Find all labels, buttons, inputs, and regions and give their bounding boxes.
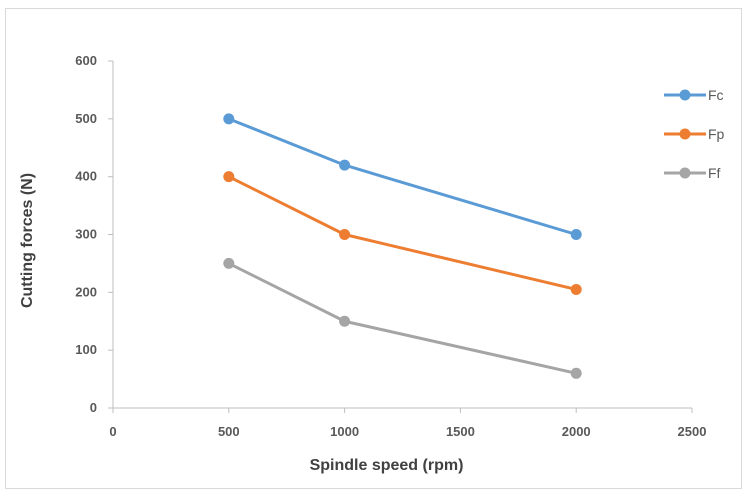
y-tick-label: 400 bbox=[75, 169, 97, 184]
data-point-ff bbox=[223, 257, 235, 269]
y-tick-label: 100 bbox=[75, 342, 97, 357]
legend-marker-fc bbox=[679, 89, 691, 101]
y-tick-label: 0 bbox=[90, 400, 97, 415]
x-axis-ticks: 0 500 1000 1500 2000 2500 bbox=[109, 408, 706, 439]
data-point-fc bbox=[339, 159, 351, 171]
data-point-ff bbox=[339, 315, 351, 327]
series-layer bbox=[223, 113, 582, 379]
x-tick-label: 1500 bbox=[446, 424, 475, 439]
y-tick-label: 600 bbox=[75, 53, 97, 68]
data-point-fp bbox=[570, 283, 582, 295]
x-tick-label: 2000 bbox=[562, 424, 591, 439]
y-tick-label: 300 bbox=[75, 227, 97, 242]
series-line-fp bbox=[227, 175, 578, 291]
x-tick-label: 2500 bbox=[678, 424, 707, 439]
data-point-fp bbox=[339, 229, 351, 240]
legend-label-fp: Fp bbox=[708, 126, 725, 142]
legend-label-ff: Ff bbox=[708, 165, 721, 181]
x-axis-title: Spindle speed (rpm) bbox=[310, 457, 464, 474]
legend-marker-ff bbox=[679, 167, 691, 179]
data-point-ff bbox=[570, 367, 582, 379]
x-tick-label: 1000 bbox=[330, 424, 359, 439]
y-axis-title: Cutting forces (N) bbox=[19, 173, 36, 308]
y-tick-label: 500 bbox=[75, 111, 97, 126]
data-point-fc bbox=[570, 229, 582, 240]
series-line-ff bbox=[227, 261, 578, 375]
x-tick-label: 500 bbox=[218, 424, 240, 439]
legend-label-fc: Fc bbox=[708, 87, 724, 103]
data-point-fp bbox=[223, 171, 235, 183]
legend-marker-fp bbox=[679, 128, 691, 140]
legend: Fc Fp Ff bbox=[664, 87, 725, 181]
y-axis-ticks: 0 100 200 300 400 500 600 bbox=[75, 53, 113, 415]
x-tick-label: 0 bbox=[109, 424, 116, 439]
y-tick-label: 200 bbox=[75, 284, 97, 299]
data-point-fc bbox=[223, 113, 235, 125]
series-line-fc bbox=[227, 117, 578, 236]
chart-frame bbox=[5, 8, 742, 489]
